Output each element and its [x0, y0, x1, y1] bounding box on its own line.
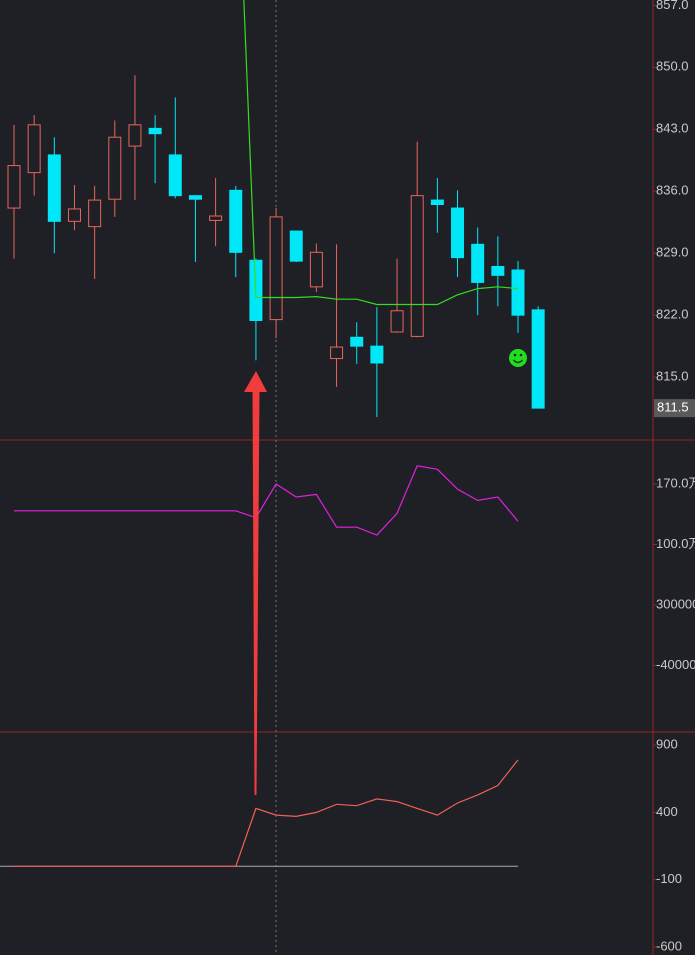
candle-body: [229, 189, 243, 253]
smiley-eye: [519, 353, 523, 357]
candle-body: [430, 199, 444, 206]
y-tick-label: -100: [656, 871, 682, 886]
series-line: [14, 465, 519, 536]
candle-body: [47, 154, 61, 222]
candle-body: [471, 243, 485, 283]
y-tick-label: 836.0: [656, 183, 689, 198]
candle-body: [350, 336, 364, 347]
candle-body: [410, 195, 424, 337]
arrow: [244, 371, 267, 795]
candle-body: [390, 310, 404, 333]
series-line: [14, 759, 519, 867]
y-tick-label: 170.0万: [656, 475, 695, 490]
smiley-eye: [513, 353, 517, 357]
candle-body: [330, 346, 344, 360]
y-tick-label: -600: [656, 938, 682, 953]
candle-body: [491, 265, 505, 276]
arrow-shaft: [252, 390, 260, 795]
candle-body: [309, 251, 323, 288]
candle-body: [188, 195, 202, 200]
candle-body: [451, 207, 465, 259]
y-tick-label: -400000: [656, 657, 695, 672]
candle-body: [289, 230, 303, 262]
smiley-mouth: [512, 359, 524, 364]
candle-body: [209, 215, 223, 221]
y-tick-label: 400: [656, 804, 678, 819]
y-tick-label: 850.0: [656, 59, 689, 74]
series-line: [243, 0, 519, 306]
candle-body: [511, 269, 525, 316]
y-tick-label: 900: [656, 736, 678, 751]
smiley-face: [509, 349, 527, 367]
candle-body: [88, 199, 102, 228]
candle-body: [148, 127, 162, 135]
last-price-label: 811.5: [657, 400, 689, 415]
last-price-box: [654, 399, 695, 418]
candle-body: [27, 124, 41, 174]
smiley-icon: [509, 349, 527, 367]
candle-body: [67, 208, 81, 222]
y-tick-label: 843.0: [656, 121, 689, 136]
candle-body: [370, 345, 384, 364]
candle-body: [531, 309, 545, 409]
y-tick-label: 300000: [656, 596, 695, 611]
candle-body: [108, 136, 122, 200]
y-tick-label: 822.0: [656, 307, 689, 322]
y-tick-label: 829.0: [656, 245, 689, 260]
candle-body: [128, 124, 142, 147]
candle-body: [7, 165, 21, 209]
candle-body: [269, 216, 283, 321]
candle-body: [168, 154, 182, 197]
y-tick-label: 815.0: [656, 369, 689, 384]
arrow-head: [244, 371, 267, 392]
y-tick-label: 100.0万: [656, 536, 695, 551]
y-tick-label: 857.0: [656, 0, 689, 12]
